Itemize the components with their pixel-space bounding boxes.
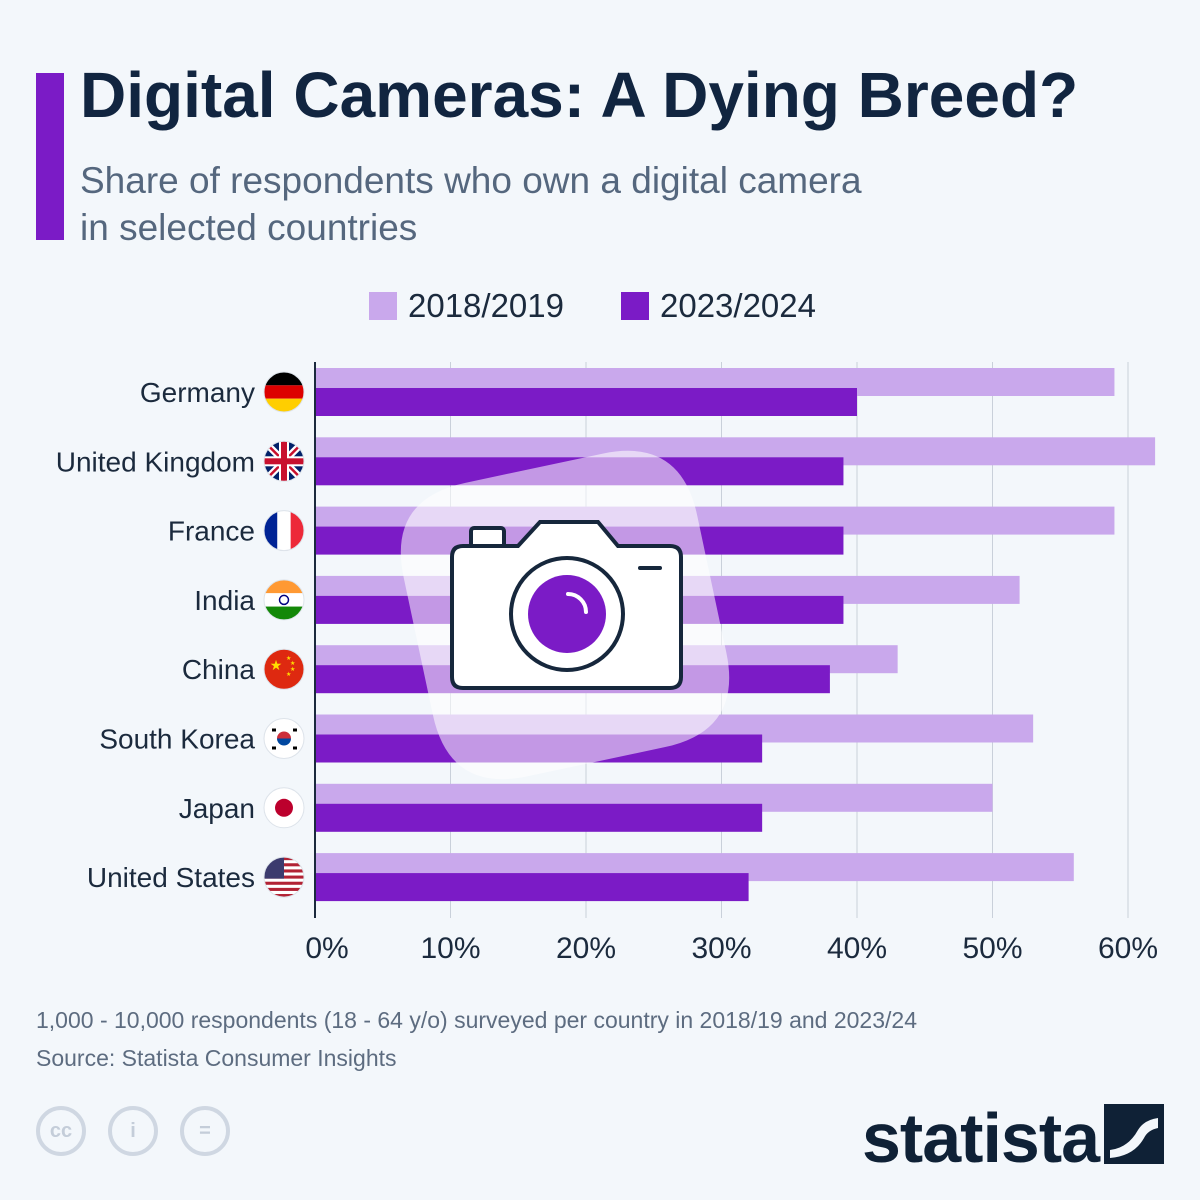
category-label: France — [168, 516, 255, 547]
category-label: China — [182, 654, 256, 685]
legend: 2018/2019 2023/2024 — [369, 287, 816, 324]
category-label: Germany — [140, 377, 255, 408]
x-tick-label: 50% — [962, 932, 1022, 965]
attribution-icon: i — [108, 1106, 158, 1156]
flags: ★ ★★★★ — [263, 371, 305, 898]
x-tick-label: 30% — [691, 932, 751, 965]
india-flag — [263, 579, 305, 621]
subtitle-line-1: Share of respondents who own a digital c… — [80, 160, 862, 201]
bar-2023 — [315, 803, 763, 832]
x-tick-label: 60% — [1098, 932, 1158, 965]
japan-flag — [263, 787, 305, 829]
svg-text:★: ★ — [270, 657, 283, 673]
category-label: South Korea — [99, 724, 255, 755]
category-label: United Kingdom — [56, 446, 255, 477]
svg-text:★: ★ — [290, 666, 295, 673]
france-flag — [263, 510, 305, 552]
statista-logo-mark — [1104, 1104, 1164, 1164]
x-axis: 0% 10% 20% 30% 40% 50% 60% — [305, 362, 1158, 965]
x-tick-label: 10% — [420, 932, 480, 965]
svg-text:★: ★ — [286, 655, 291, 662]
category-labels: Germany United Kingdom France India China Sou… — [56, 377, 256, 893]
statista-logo: statista — [862, 1099, 1100, 1177]
camera-icon — [450, 520, 683, 690]
svg-text:★: ★ — [286, 671, 291, 678]
legend-swatch-2023 — [621, 292, 649, 320]
category-label: Japan — [179, 793, 255, 824]
accent-bar — [36, 73, 64, 240]
page-subtitle: Share of respondents who own a digital c… — [80, 157, 980, 251]
legend-label-2023: 2023/2024 — [660, 287, 816, 324]
china-flag: ★ ★★★★ — [263, 648, 305, 690]
x-tick-label: 0% — [305, 932, 348, 965]
legend-label-2018: 2018/2019 — [408, 287, 564, 324]
usa-flag — [263, 856, 305, 898]
x-tick-label: 40% — [827, 932, 887, 965]
cc-icon: cc — [36, 1106, 86, 1156]
bar-2023 — [315, 388, 857, 416]
uk-flag — [263, 440, 305, 482]
footnote: 1,000 - 10,000 respondents (18 - 64 y/o)… — [36, 1001, 917, 1077]
source-note: Source: Statista Consumer Insights — [36, 1045, 397, 1071]
survey-note: 1,000 - 10,000 respondents (18 - 64 y/o)… — [36, 1007, 917, 1033]
page-title: Digital Cameras: A Dying Breed? — [80, 59, 1079, 131]
x-tick-label: 20% — [556, 932, 616, 965]
no-derivatives-icon: = — [180, 1106, 230, 1156]
bar-chart: 2018/2019 2023/2024 Germany United Kingdo… — [56, 287, 1158, 965]
bar-2023 — [315, 873, 749, 902]
subtitle-line-2: in selected countries — [80, 207, 418, 248]
germany-flag — [263, 371, 305, 413]
svg-text:★: ★ — [290, 660, 295, 667]
legend-swatch-2018 — [369, 292, 397, 320]
category-label: India — [194, 585, 255, 616]
south-korea-flag — [263, 718, 305, 759]
category-label: United States — [87, 862, 255, 893]
